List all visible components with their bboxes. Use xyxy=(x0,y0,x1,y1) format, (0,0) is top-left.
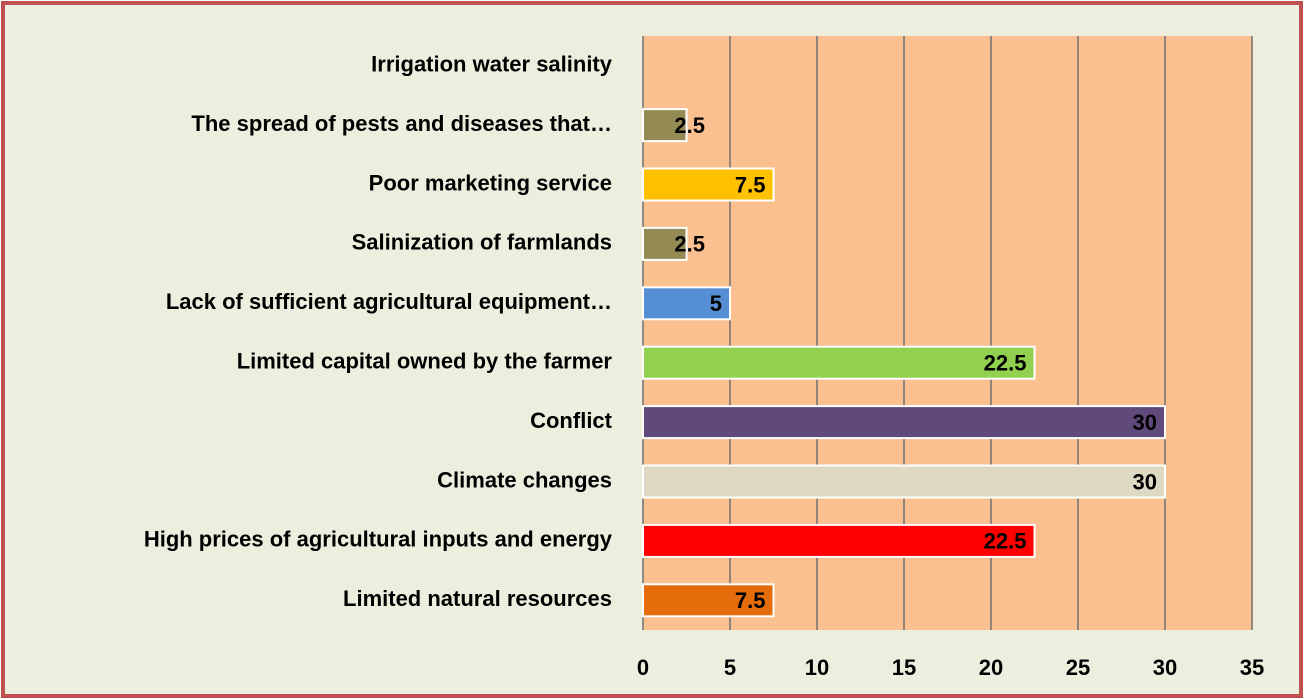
x-tick-label: 15 xyxy=(892,655,916,680)
bar xyxy=(642,405,1166,440)
x-tick-label: 5 xyxy=(724,655,736,680)
data-label: 30 xyxy=(1133,469,1157,494)
data-label: 2.5 xyxy=(674,232,705,257)
bar xyxy=(642,167,775,202)
bar xyxy=(642,464,1166,499)
bar xyxy=(642,226,688,261)
data-label: 5 xyxy=(710,291,722,316)
y-tick-label: The spread of pests and diseases that… xyxy=(191,111,612,136)
x-tick-label: 30 xyxy=(1153,655,1177,680)
bar xyxy=(642,108,688,143)
data-label: 2.5 xyxy=(674,113,705,138)
bar xyxy=(642,523,1036,558)
y-tick-label: Climate changes xyxy=(437,467,612,492)
y-tick-label: High prices of agricultural inputs and e… xyxy=(144,527,613,552)
data-label: 7.5 xyxy=(735,588,766,613)
x-tick-label: 25 xyxy=(1066,655,1090,680)
x-tick-label: 0 xyxy=(637,655,649,680)
data-label: 22.5 xyxy=(984,351,1027,376)
x-tick-label: 10 xyxy=(805,655,829,680)
x-tick-label: 20 xyxy=(979,655,1003,680)
y-tick-label: Limited capital owned by the farmer xyxy=(237,349,613,374)
y-tick-label: Conflict xyxy=(530,408,613,433)
data-label: 22.5 xyxy=(984,529,1027,554)
x-tick-label: 35 xyxy=(1240,655,1264,680)
y-tick-label: Limited natural resources xyxy=(343,586,612,611)
y-tick-label: Poor marketing service xyxy=(369,170,612,195)
y-tick-label: Lack of sufficient agricultural equipmen… xyxy=(166,289,612,314)
bar xyxy=(642,583,775,618)
data-label: 30 xyxy=(1133,410,1157,435)
bar xyxy=(642,286,731,321)
y-tick-label: Salinization of farmlands xyxy=(352,230,612,255)
y-tick-label: Irrigation water salinity xyxy=(371,52,613,77)
bar xyxy=(642,345,1036,380)
data-label: 7.5 xyxy=(735,172,766,197)
